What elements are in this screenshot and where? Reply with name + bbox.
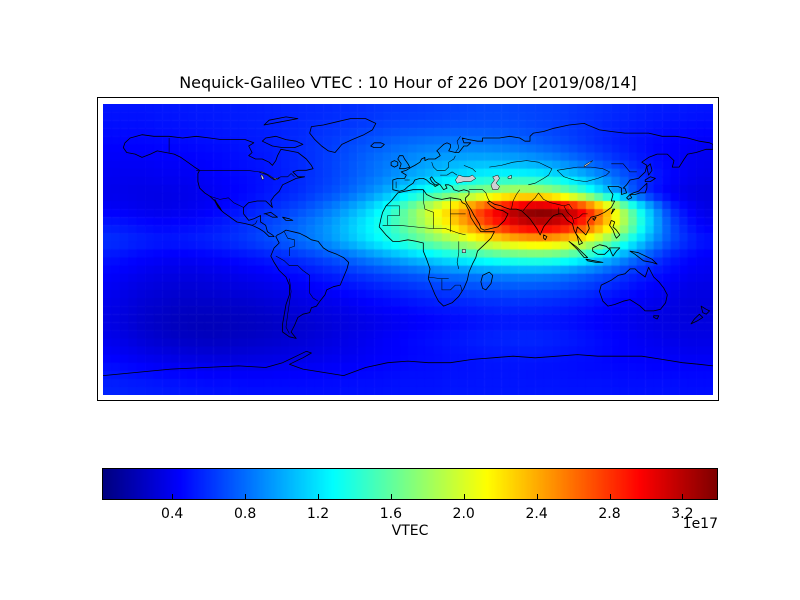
coast-great-britain [397, 155, 411, 170]
colorbar-tick-label: 3.2 [671, 506, 694, 522]
border-balkans [440, 171, 458, 176]
colorbar-tick-label: 0.8 [233, 506, 257, 522]
border-sahel [382, 225, 466, 236]
colorbar-tick-label: 2.8 [598, 506, 621, 522]
colorbar-axis-label: VTEC [391, 523, 429, 539]
lake-great-lakes [258, 171, 280, 181]
coast-kyushu [626, 194, 633, 200]
coast-hispaniola [282, 216, 294, 221]
coast-baffin-island [261, 135, 304, 148]
border-colombia-venezuela [284, 231, 295, 256]
lake-lake-michigan [260, 174, 265, 181]
coast-ireland [390, 160, 399, 168]
border-angola-namibia [428, 276, 449, 279]
border-india-pakistan [522, 192, 539, 211]
border-paraguay-uruguay [309, 281, 319, 302]
lake-black-sea [455, 174, 477, 184]
border-russia-kazakhstan [489, 160, 553, 169]
map-area [103, 104, 713, 395]
border-botswana-south-africa [441, 278, 463, 292]
coast-sumatra [568, 241, 588, 258]
coast-cuba [263, 211, 278, 218]
colorbar-tick-label: 2.0 [452, 506, 475, 522]
lake-lake-victoria [461, 249, 466, 253]
colorbar-tick-label: 1.2 [306, 506, 330, 522]
border-peru-bolivia-brazil [275, 255, 310, 282]
border-indochina [574, 213, 588, 220]
border-central-europe [431, 155, 456, 171]
coast-africa [378, 189, 495, 307]
map-axes-frame [97, 97, 719, 401]
coast-honshu [629, 182, 648, 195]
coast-south-america [270, 229, 350, 339]
coast-ellesmere [263, 116, 299, 126]
coast-sri-lanka [543, 234, 548, 241]
coast-tasmania [653, 315, 660, 320]
colorbar-tick [390, 494, 392, 499]
colorbar-tick [536, 494, 538, 499]
border-ukraine-russia [463, 165, 476, 173]
border-turkey-iraq-iran [469, 189, 490, 202]
border-china-russia-east [611, 163, 637, 173]
border-us-canada-east [246, 170, 295, 181]
border-iran-afghanistan [511, 189, 521, 210]
colorbar-tick [682, 494, 684, 499]
colorbar-gradient-canvas [103, 469, 717, 499]
border-chile-argentina [285, 278, 292, 334]
colorbar-tick [245, 494, 247, 499]
border-central-america [251, 220, 258, 226]
colorbar-tick [463, 494, 465, 499]
coast-sakhalin [646, 163, 653, 176]
coast-australia [599, 266, 668, 312]
coast-java [585, 258, 604, 263]
coast-hainan [592, 216, 597, 221]
colorbar-tick-label: 1.6 [379, 506, 403, 522]
border-finland-russia [455, 136, 461, 153]
colorbar-tick [318, 494, 319, 499]
colorbar-tick [609, 494, 611, 499]
coast-antarctica [103, 350, 713, 376]
lake-lake-baikal [583, 160, 593, 168]
coast-philippines [609, 220, 621, 239]
border-east-africa [456, 241, 460, 269]
coast-borneo [592, 244, 610, 255]
lake-caspian-sea [490, 174, 500, 190]
border-algeria-libya [423, 189, 434, 229]
plot-title: Nequick-Galileo VTEC : 10 Hour of 226 DO… [179, 73, 637, 92]
vtec-heatmap-canvas [103, 104, 713, 395]
coast-new-zealand-south [690, 313, 704, 325]
coast-greenland [309, 118, 377, 153]
coast-new-guinea [629, 250, 658, 265]
border-india-china [538, 192, 573, 210]
coast-north-america [122, 134, 314, 237]
border-nw-africa [386, 205, 400, 226]
border-mongolia [556, 166, 610, 182]
coast-madagascar [480, 271, 494, 291]
colorbar [102, 468, 718, 500]
coast-eurasia [392, 123, 713, 246]
coast-sulawesi [609, 247, 621, 257]
colorbar-tick-label: 0.4 [161, 506, 184, 522]
colorbar-scale-label: 1e17 [682, 516, 718, 532]
coast-new-zealand-north [700, 305, 710, 315]
lake-aral-sea [507, 174, 512, 179]
border-myanmar-thailand [563, 205, 575, 224]
coast-baja-california [214, 199, 222, 212]
colorbar-tick-label: 2.4 [525, 506, 548, 522]
colorbar-tick [172, 494, 174, 499]
border-us-mexico [209, 195, 244, 208]
coast-iceland [370, 142, 385, 148]
border-kazakhstan-china [528, 168, 553, 186]
coastline-overlay [103, 116, 713, 376]
coast-taiwan [610, 208, 616, 215]
coast-hokkaido [644, 176, 656, 182]
